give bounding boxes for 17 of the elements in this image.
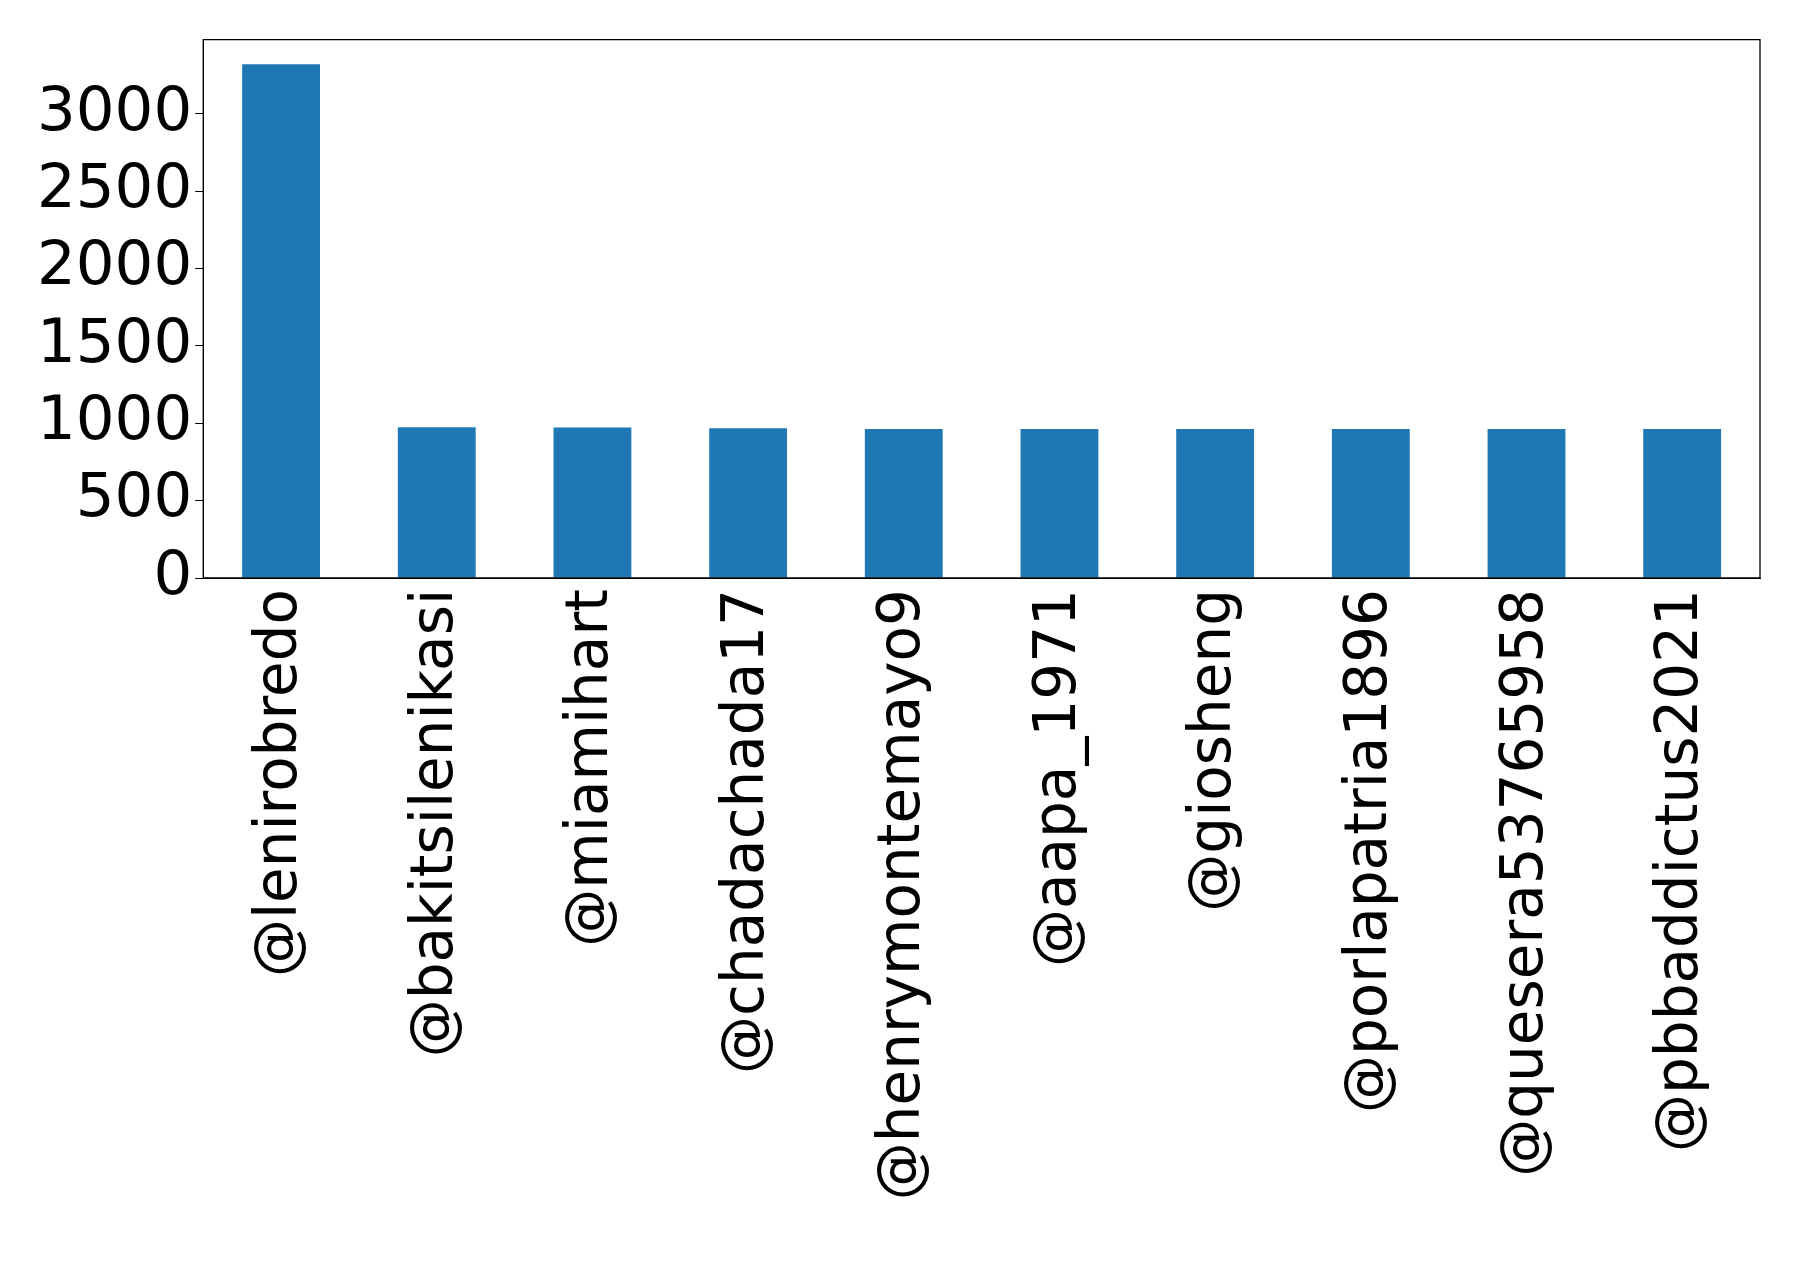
x-tick-label: @lenirobredo xyxy=(242,589,311,978)
x-tick-label: @bakitsilenikasi xyxy=(397,589,466,1058)
y-tick-label: 2000 xyxy=(36,227,193,299)
y-tick-label: 2500 xyxy=(36,150,193,222)
x-tick-label: @miamihart xyxy=(553,589,622,947)
x-tick-label: @quesera53765958 xyxy=(1487,589,1556,1177)
x-tick-label: @giosheng xyxy=(1176,589,1245,912)
y-tick-label: 1000 xyxy=(36,382,193,454)
x-tick-label: @pbbaddictus2021 xyxy=(1643,589,1712,1152)
y-tick-label: 0 xyxy=(153,536,193,608)
y-tick-label: 1500 xyxy=(36,304,193,376)
x-tick-label: @porlapatria1896 xyxy=(1331,589,1400,1114)
y-tick-label: 500 xyxy=(75,459,193,531)
y-tick-label: 3000 xyxy=(36,72,193,144)
x-tick-label: @aapa_1971 xyxy=(1020,589,1089,968)
x-tick-label: @chadachada17 xyxy=(709,589,778,1074)
x-tick-label: @henrymontemayo9 xyxy=(864,589,933,1201)
